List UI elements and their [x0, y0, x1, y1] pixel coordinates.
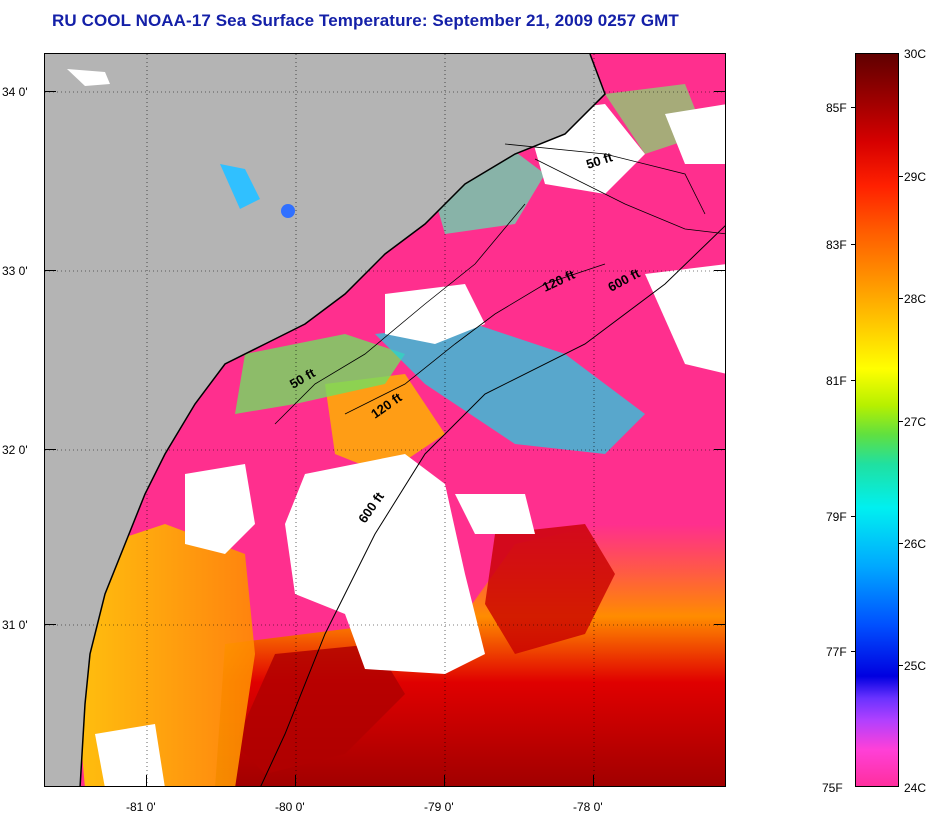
- cloud-large: [285, 454, 485, 674]
- colorbar-tick: [851, 107, 855, 108]
- lat-label-34: 34 0': [2, 85, 28, 99]
- colorbar-label-79f: 79F: [826, 510, 847, 524]
- lon-tick: [295, 775, 296, 787]
- cloud-east-small: [455, 494, 535, 534]
- colorbar-label-81f: 81F: [826, 374, 847, 388]
- colorbar-tick: [851, 516, 855, 517]
- cool-band-green: [235, 334, 405, 414]
- lat-tick: [44, 624, 56, 625]
- temperature-colorbar: [855, 53, 899, 787]
- cloud-south: [95, 724, 165, 786]
- contour-600ft: [260, 225, 725, 786]
- colorbar-tick: [899, 543, 903, 544]
- lat-label-33: 33 0': [2, 264, 28, 278]
- warm-water-mid: [325, 374, 445, 474]
- lon-label-80: -80 0': [275, 800, 305, 814]
- colorbar-label-75f: 75F: [822, 781, 843, 795]
- lat-tick: [44, 91, 56, 92]
- inland-lake: [220, 164, 260, 209]
- contour-120ft: [344, 158, 725, 415]
- colorbar-tick: [899, 176, 903, 177]
- colorbar-label-83f: 83F: [826, 238, 847, 252]
- cloud-east: [645, 264, 725, 374]
- lon-tick: [146, 775, 147, 787]
- colorbar-tick: [899, 421, 903, 422]
- colorbar-label-28c: 28C: [904, 292, 927, 306]
- colorbar-label-25c: 25C: [904, 659, 927, 673]
- warm-water-core: [235, 644, 405, 774]
- graticule: [45, 54, 725, 786]
- colorbar-tick: [851, 244, 855, 245]
- lat-tick: [714, 91, 726, 92]
- colorbar-label-24c: 24C: [904, 781, 927, 795]
- lon-tick: [593, 775, 594, 787]
- colorbar-label-30c: 30C: [904, 47, 927, 61]
- lat-label-32: 32 0': [2, 443, 28, 457]
- cloud-west: [185, 464, 255, 554]
- cloud-ne: [665, 104, 725, 164]
- warm-water-core-east: [485, 524, 615, 654]
- cloud-mid: [385, 284, 485, 344]
- lat-tick: [714, 449, 726, 450]
- lon-label-79: -79 0': [424, 800, 454, 814]
- lat-tick: [44, 449, 56, 450]
- colorbar-label-29c: 29C: [904, 170, 927, 184]
- colorbar-label-77f: 77F: [826, 645, 847, 659]
- sst-map-canvas: 50 ft 120 ft 600 ft 50 ft 120 ft 600 ft: [45, 54, 725, 786]
- lat-label-31: 31 0': [2, 618, 28, 632]
- lon-label-81: -81 0': [126, 800, 156, 814]
- colorbar-tick: [851, 380, 855, 381]
- colorbar-label-27c: 27C: [904, 415, 927, 429]
- lon-label-78: -78 0': [573, 800, 603, 814]
- lon-tick: [444, 775, 445, 787]
- contour-label-600ft-north: 600 ft: [605, 265, 643, 295]
- colorbar-tick: [851, 651, 855, 652]
- colorbar-tick: [899, 665, 903, 666]
- sst-map[interactable]: 50 ft 120 ft 600 ft 50 ft 120 ft 600 ft: [44, 53, 726, 787]
- warm-water-coastal: [75, 524, 255, 786]
- colorbar-label-85f: 85F: [826, 101, 847, 115]
- colorbar-tick: [899, 298, 903, 299]
- coastline: [79, 54, 606, 786]
- contour-50ft: [274, 143, 706, 425]
- lat-tick: [44, 270, 56, 271]
- colorbar-label-26c: 26C: [904, 537, 927, 551]
- map-title: RU COOL NOAA-17 Sea Surface Temperature:…: [52, 11, 679, 30]
- lat-tick: [714, 624, 726, 625]
- land: [45, 54, 605, 786]
- inland-pond: [281, 204, 295, 218]
- cool-band-cyan: [375, 324, 645, 454]
- lat-tick: [714, 270, 726, 271]
- inland-water: [67, 69, 110, 86]
